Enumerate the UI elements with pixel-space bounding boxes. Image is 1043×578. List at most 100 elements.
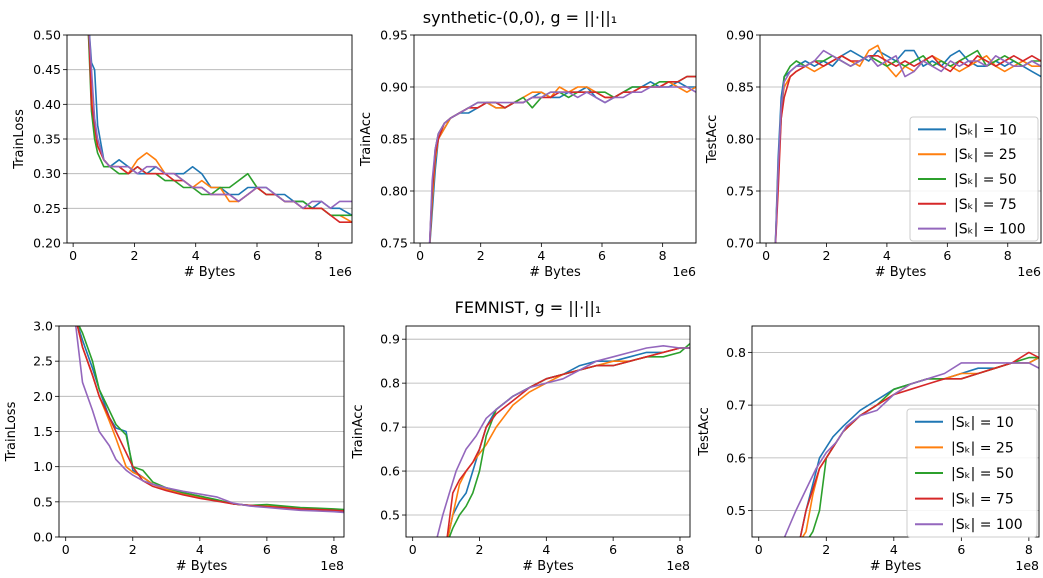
axes-frame bbox=[66, 34, 353, 244]
x-tick-label: 6 bbox=[263, 542, 271, 557]
chart-panel-fem-testacc: 0.5 0.6 0.7 0.8 0 2 4 6 8 # Bytes TestAcc 1e8 |Sₖ| =… bbox=[697, 325, 1040, 574]
y-tick-label: 0.9 bbox=[380, 332, 400, 347]
x-tick-label: 2 bbox=[822, 542, 830, 557]
x-tick-label: 4 bbox=[537, 248, 545, 263]
y-tick-label: 0.75 bbox=[380, 236, 408, 251]
series-line-3 bbox=[78, 326, 344, 511]
y-axis-label: TestAcc bbox=[705, 115, 720, 165]
series-line-3 bbox=[774, 49, 1041, 243]
series-line-5 bbox=[75, 326, 344, 514]
y-tick-label: 0.5 bbox=[380, 508, 400, 523]
series-line-2 bbox=[76, 326, 344, 512]
x-offset-label: 1e8 bbox=[666, 558, 690, 573]
row-title-synthetic: synthetic-(0,0), g = ||·||₁ bbox=[423, 8, 617, 27]
y-tick-label: 0.6 bbox=[380, 464, 400, 479]
y-tick-label: 0.0 bbox=[33, 530, 53, 545]
legend-label: |Sₖ| = 100 bbox=[951, 517, 1023, 533]
row-title-femnist: FEMNIST, g = ||·||₁ bbox=[455, 298, 602, 317]
x-tick-label: 8 bbox=[1025, 542, 1033, 557]
y-tick-label: 2.0 bbox=[33, 389, 53, 404]
x-tick-label: 0 bbox=[762, 248, 770, 263]
chart-panel-fem-trainloss: 0.0 0.5 1.0 1.5 2.0 2.5 3.0 0 2 4 6 8 # Bytes TrainLo… bbox=[4, 319, 345, 574]
legend-label: |Sₖ| = 100 bbox=[954, 222, 1026, 238]
x-tick-label: 8 bbox=[676, 542, 684, 557]
series-line-5 bbox=[88, 35, 352, 210]
y-tick-label: 0.7 bbox=[726, 398, 746, 413]
y-tick-label: 0.85 bbox=[726, 80, 754, 95]
y-tick-label: 0.40 bbox=[33, 97, 61, 112]
axes-frame bbox=[413, 34, 697, 244]
y-tick-label: 0.20 bbox=[33, 236, 61, 251]
x-tick-label: 2 bbox=[822, 248, 830, 263]
y-tick-label: 0.5 bbox=[33, 494, 53, 509]
x-offset-label: 1e8 bbox=[1015, 558, 1039, 573]
x-tick-label: 4 bbox=[192, 248, 200, 263]
x-axis-label: # Bytes bbox=[184, 265, 236, 280]
y-axis-label: TrainLoss bbox=[4, 401, 19, 462]
y-tick-label: 0.80 bbox=[380, 184, 408, 199]
y-tick-label: 0.5 bbox=[726, 503, 746, 518]
series-line-4 bbox=[88, 35, 352, 223]
axes-frame bbox=[759, 34, 1042, 244]
axes-frame bbox=[751, 325, 1040, 538]
series-line-5 bbox=[774, 49, 1041, 243]
y-tick-label: 3.0 bbox=[33, 319, 53, 334]
y-tick-label: 1.5 bbox=[33, 424, 53, 439]
y-tick-label: 0.70 bbox=[726, 236, 754, 251]
y-tick-label: 0.8 bbox=[380, 376, 400, 391]
x-offset-label: 1e6 bbox=[672, 264, 696, 279]
y-axis-label: TrainAcc bbox=[351, 404, 366, 459]
chart-panel-syn-trainloss: 0.20 0.25 0.30 0.35 0.40 0.45 0.50 0 2 4 6 8 # Bytes… bbox=[12, 28, 353, 280]
x-tick-label: 8 bbox=[314, 248, 322, 263]
y-tick-label: 0.50 bbox=[33, 28, 61, 43]
x-tick-label: 8 bbox=[659, 248, 667, 263]
legend: |Sₖ| = 10 |Sₖ| = 25 |Sₖ| = 50 |Sₖ| = 75 |Sₖ|… bbox=[909, 116, 1039, 242]
series-line-1 bbox=[88, 35, 352, 216]
series-line-5 bbox=[428, 86, 696, 243]
x-tick-label: 8 bbox=[1004, 248, 1012, 263]
legend-label: |Sₖ| = 25 bbox=[954, 147, 1017, 163]
x-tick-label: 6 bbox=[957, 542, 965, 557]
y-tick-label: 0.8 bbox=[726, 345, 746, 360]
x-offset-label: 1e8 bbox=[320, 558, 344, 573]
y-tick-label: 1.0 bbox=[33, 459, 53, 474]
y-tick-label: 0.6 bbox=[726, 450, 746, 465]
chart-panel-syn-testacc: 0.70 0.75 0.80 0.85 0.90 0 2 4 6 8 # Bytes TestAcc 1… bbox=[705, 28, 1042, 280]
y-axis-label: TrainAcc bbox=[359, 112, 374, 167]
x-tick-label: 8 bbox=[330, 542, 338, 557]
legend-label: |Sₖ| = 10 bbox=[951, 415, 1014, 431]
y-tick-label: 2.5 bbox=[33, 354, 53, 369]
y-tick-label: 0.95 bbox=[380, 28, 408, 43]
y-axis-label: TestAcc bbox=[697, 407, 712, 457]
series-line-4 bbox=[76, 326, 344, 512]
x-tick-label: 0 bbox=[409, 542, 417, 557]
y-tick-label: 0.85 bbox=[380, 132, 408, 147]
y-tick-label: 0.7 bbox=[380, 420, 400, 435]
y-tick-label: 0.25 bbox=[33, 201, 61, 216]
x-offset-label: 1e6 bbox=[1017, 264, 1041, 279]
legend-label: |Sₖ| = 10 bbox=[954, 122, 1017, 138]
series-line-5 bbox=[783, 362, 1039, 537]
legend-label: |Sₖ| = 50 bbox=[951, 466, 1014, 482]
x-offset-label: 1e6 bbox=[328, 264, 352, 279]
y-tick-label: 0.30 bbox=[33, 166, 61, 181]
series-line-2 bbox=[447, 347, 690, 537]
x-axis-label: # Bytes bbox=[875, 265, 927, 280]
legend-frame bbox=[906, 408, 1038, 538]
x-axis-label: # Bytes bbox=[529, 265, 581, 280]
series-line-4 bbox=[774, 54, 1041, 243]
y-tick-label: 0.80 bbox=[726, 132, 754, 147]
x-tick-label: 6 bbox=[943, 248, 951, 263]
axes-frame bbox=[405, 325, 691, 538]
series-line-1 bbox=[77, 326, 344, 512]
x-tick-label: 4 bbox=[542, 542, 550, 557]
x-tick-label: 0 bbox=[69, 248, 77, 263]
series-line-4 bbox=[446, 347, 690, 537]
series-line-3 bbox=[87, 35, 352, 217]
x-axis-label: # Bytes bbox=[870, 559, 922, 574]
x-tick-label: 0 bbox=[416, 248, 424, 263]
series-line-3 bbox=[428, 75, 696, 243]
x-tick-label: 2 bbox=[476, 542, 484, 557]
x-tick-label: 6 bbox=[598, 248, 606, 263]
